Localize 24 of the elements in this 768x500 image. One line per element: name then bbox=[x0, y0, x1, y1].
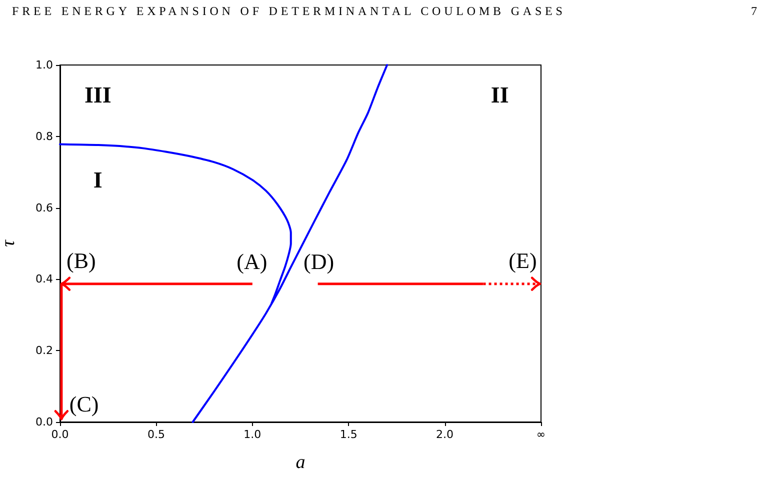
y-tick-label: 0.4 bbox=[36, 272, 53, 286]
annotation: (E) bbox=[508, 248, 537, 274]
x-tick-label: 1.5 bbox=[340, 428, 358, 441]
annotation: I bbox=[93, 167, 102, 192]
x-tick-label: ∞ bbox=[536, 428, 546, 441]
x-tick-label: 1.0 bbox=[244, 428, 262, 441]
x-tick-label: 2.0 bbox=[436, 428, 454, 441]
annotation: (A) bbox=[236, 248, 268, 274]
y-tick-label: 0.0 bbox=[36, 416, 53, 428]
annotation: III bbox=[84, 82, 112, 108]
y-tick-label: 0.6 bbox=[36, 201, 53, 214]
annotation: (B) bbox=[66, 248, 96, 274]
y-tick-label: 0.8 bbox=[36, 130, 53, 143]
y-tick-label: 1.0 bbox=[36, 58, 53, 72]
y-axis-title: τ bbox=[0, 238, 19, 247]
x-tick-label: 0.0 bbox=[51, 428, 69, 441]
x-axis-title: a bbox=[296, 452, 306, 473]
y-tick-label: 0.2 bbox=[36, 344, 53, 358]
text: 7 bbox=[751, 4, 757, 19]
annotation: (C) bbox=[69, 392, 99, 417]
annotation: II bbox=[490, 82, 509, 108]
text: FREE ENERGY EXPANSION OF DETERMINANTAL COULOMB GASES bbox=[12, 4, 566, 19]
annotation: (D) bbox=[304, 248, 334, 274]
x-tick-label: 0.5 bbox=[147, 428, 165, 441]
